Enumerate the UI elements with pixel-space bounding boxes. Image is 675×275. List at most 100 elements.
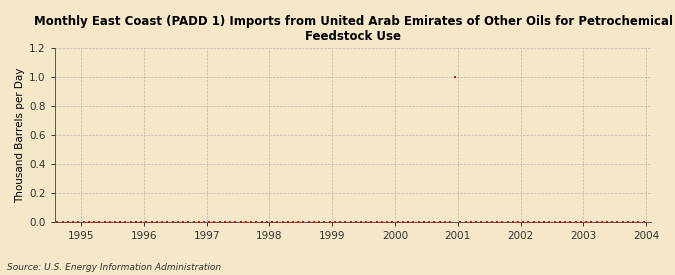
Point xyxy=(272,219,283,224)
Point xyxy=(183,219,194,224)
Point xyxy=(533,219,544,224)
Point xyxy=(68,219,78,224)
Point xyxy=(146,219,157,224)
Point xyxy=(63,219,74,224)
Point xyxy=(246,219,256,224)
Point xyxy=(73,219,84,224)
Point xyxy=(219,219,230,224)
Point xyxy=(612,219,623,224)
Point xyxy=(78,219,89,224)
Point xyxy=(596,219,607,224)
Point xyxy=(518,219,529,224)
Point xyxy=(434,219,445,224)
Point xyxy=(481,219,492,224)
Point xyxy=(141,219,152,224)
Point xyxy=(52,219,63,224)
Point xyxy=(460,219,471,224)
Point xyxy=(188,219,199,224)
Point xyxy=(298,219,309,224)
Point xyxy=(345,219,356,224)
Point xyxy=(329,219,340,224)
Point xyxy=(172,219,183,224)
Point xyxy=(392,219,403,224)
Point xyxy=(539,219,549,224)
Point xyxy=(466,219,477,224)
Text: Source: U.S. Energy Information Administration: Source: U.S. Energy Information Administ… xyxy=(7,263,221,272)
Point xyxy=(319,219,330,224)
Point xyxy=(120,219,131,224)
Point xyxy=(99,219,110,224)
Point xyxy=(267,219,277,224)
Point xyxy=(382,219,393,224)
Point xyxy=(251,219,262,224)
Point xyxy=(282,219,293,224)
Point xyxy=(16,219,26,224)
Point xyxy=(115,219,126,224)
Point xyxy=(21,219,32,224)
Point xyxy=(607,219,618,224)
Point xyxy=(340,219,351,224)
Point xyxy=(560,219,570,224)
Point xyxy=(214,219,225,224)
Point xyxy=(225,219,236,224)
Point xyxy=(136,219,146,224)
Point xyxy=(408,219,418,224)
Point xyxy=(575,219,586,224)
Point xyxy=(544,219,555,224)
Point xyxy=(377,219,387,224)
Point xyxy=(94,219,105,224)
Point xyxy=(356,219,367,224)
Point xyxy=(178,219,188,224)
Point xyxy=(554,219,565,224)
Point xyxy=(350,219,361,224)
Point xyxy=(240,219,251,224)
Point xyxy=(622,219,633,224)
Point xyxy=(508,219,518,224)
Point xyxy=(398,219,408,224)
Point xyxy=(335,219,346,224)
Point xyxy=(487,219,497,224)
Point xyxy=(586,219,597,224)
Point xyxy=(413,219,424,224)
Point xyxy=(476,219,487,224)
Point xyxy=(371,219,382,224)
Point xyxy=(403,219,414,224)
Point xyxy=(450,75,460,79)
Point xyxy=(198,219,209,224)
Point xyxy=(429,219,439,224)
Point xyxy=(167,219,178,224)
Point xyxy=(497,219,508,224)
Point xyxy=(512,219,523,224)
Point xyxy=(314,219,325,224)
Point xyxy=(424,219,435,224)
Point xyxy=(308,219,319,224)
Y-axis label: Thousand Barrels per Day: Thousand Barrels per Day xyxy=(15,67,25,203)
Point xyxy=(445,219,456,224)
Point xyxy=(288,219,298,224)
Point xyxy=(293,219,304,224)
Point xyxy=(130,219,141,224)
Point xyxy=(151,219,162,224)
Point xyxy=(617,219,628,224)
Point xyxy=(491,219,502,224)
Point xyxy=(36,219,47,224)
Point xyxy=(455,219,466,224)
Point xyxy=(580,219,591,224)
Point xyxy=(502,219,513,224)
Point xyxy=(109,219,120,224)
Point xyxy=(230,219,241,224)
Point xyxy=(303,219,314,224)
Point xyxy=(209,219,220,224)
Point xyxy=(549,219,560,224)
Point xyxy=(42,219,53,224)
Point xyxy=(277,219,288,224)
Point xyxy=(361,219,372,224)
Point xyxy=(47,219,57,224)
Point xyxy=(261,219,272,224)
Point xyxy=(324,219,335,224)
Point xyxy=(256,219,267,224)
Point xyxy=(639,219,649,224)
Point xyxy=(529,219,539,224)
Point xyxy=(193,219,204,224)
Title: Monthly East Coast (PADD 1) Imports from United Arab Emirates of Other Oils for : Monthly East Coast (PADD 1) Imports from… xyxy=(34,15,672,43)
